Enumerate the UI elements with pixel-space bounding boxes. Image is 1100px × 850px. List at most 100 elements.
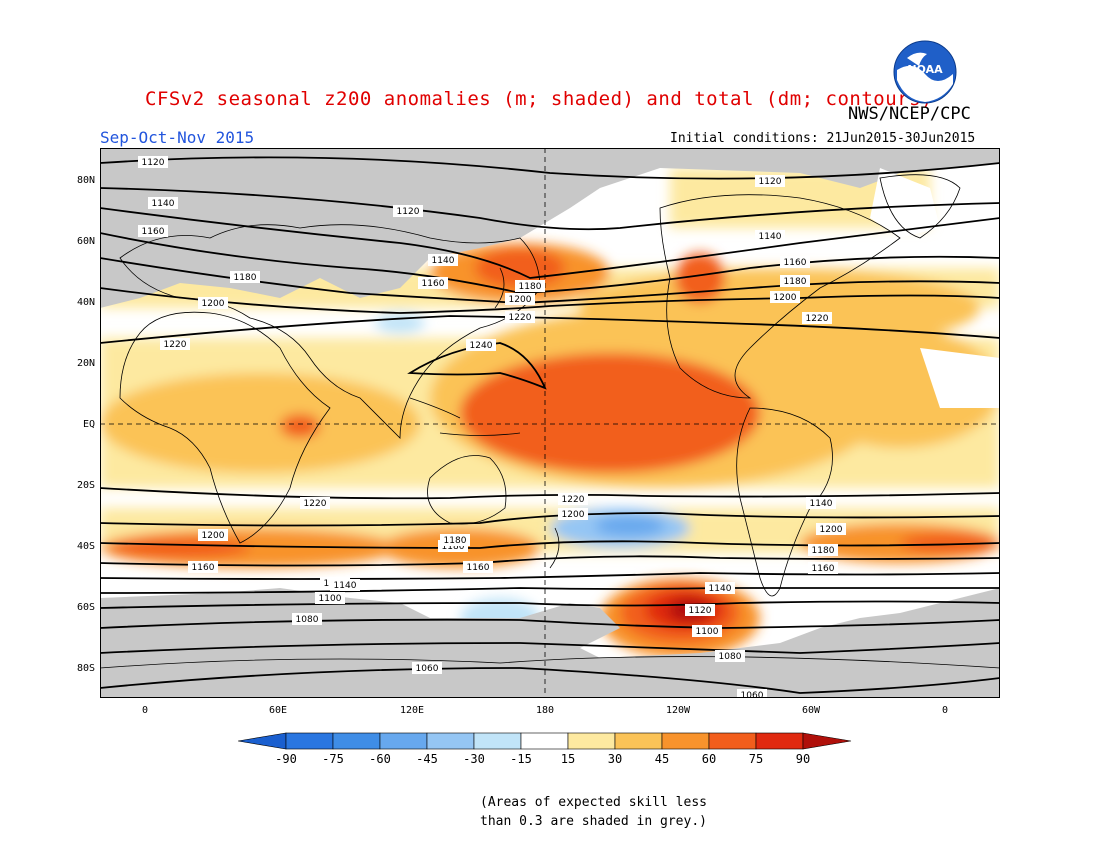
contour-label: 1120 — [393, 205, 423, 217]
svg-text:1160: 1160 — [784, 258, 807, 268]
contour-label: 1220 — [300, 497, 330, 509]
map-frame — [100, 148, 1000, 698]
colorbar-segment — [708, 732, 757, 750]
noaa-logo: NOAA — [893, 40, 957, 104]
svg-text:1160: 1160 — [467, 563, 490, 573]
contour-label: 1140 — [705, 582, 735, 594]
lon-label: 60E — [268, 705, 288, 716]
colorbar-segment — [332, 732, 381, 750]
colorbar-tick-label: 45 — [654, 752, 670, 766]
contour-label: 1120 — [755, 175, 785, 187]
contour-label: 1140 — [330, 579, 360, 591]
colorbar — [238, 732, 852, 750]
colorbar-tick-label: 30 — [607, 752, 623, 766]
lat-label: 80S — [76, 663, 95, 674]
svg-text:1200: 1200 — [509, 295, 532, 305]
colorbar-segment — [379, 732, 428, 750]
colorbar-tick-label: -75 — [322, 752, 344, 766]
contour-label: 1100 — [692, 625, 722, 637]
low-skill-mask — [100, 148, 1000, 698]
contour-label: 1080 — [715, 650, 745, 662]
contour-label: 1180 — [230, 271, 260, 283]
season-label: Sep-Oct-Nov 2015 — [100, 128, 255, 147]
svg-text:1120: 1120 — [397, 207, 420, 217]
svg-text:1140: 1140 — [810, 499, 833, 509]
lat-label: 60N — [76, 236, 95, 247]
contour-label: 1140 — [428, 254, 458, 266]
svg-text:1140: 1140 — [334, 581, 357, 591]
svg-text:1100: 1100 — [696, 627, 719, 637]
contours — [100, 156, 1000, 694]
svg-text:1200: 1200 — [562, 510, 585, 520]
contour-label: 1160 — [808, 562, 838, 574]
contour-label: 1200 — [505, 293, 535, 305]
colorbar-segment — [473, 732, 522, 750]
lon-label: 0 — [941, 705, 949, 716]
contour-label: 1180 — [780, 275, 810, 287]
svg-text:1240: 1240 — [470, 341, 493, 351]
svg-text:1140: 1140 — [709, 584, 732, 594]
svg-text:1220: 1220 — [806, 314, 829, 324]
contour-label: 1120 — [138, 156, 168, 168]
contour-label: 1140 — [806, 497, 836, 509]
contour-label: 1220 — [802, 312, 832, 324]
lon-label: 0 — [141, 705, 149, 716]
svg-text:1180: 1180 — [234, 273, 257, 283]
coastlines — [100, 174, 1000, 669]
svg-text:1120: 1120 — [142, 158, 165, 168]
contour-label: 1240 — [466, 339, 496, 351]
contour-label: 1120 — [685, 604, 715, 616]
colorbar-tick-label: 90 — [795, 752, 811, 766]
svg-text:1220: 1220 — [562, 495, 585, 505]
skill-note-line: than 0.3 are shaded in grey.) — [480, 814, 707, 829]
svg-text:1220: 1220 — [164, 340, 187, 350]
svg-text:1200: 1200 — [774, 293, 797, 303]
svg-text:1160: 1160 — [192, 563, 215, 573]
lon-label: 120E — [399, 705, 425, 716]
contour-label: 1100 — [315, 592, 345, 604]
svg-text:1160: 1160 — [812, 564, 835, 574]
svg-text:1140: 1140 — [432, 256, 455, 266]
colorbar-segment — [567, 732, 616, 750]
colorbar-segment — [614, 732, 663, 750]
svg-text:1080: 1080 — [296, 615, 319, 625]
contour-label: 1200 — [816, 523, 846, 535]
colorbar-tick-label: -15 — [510, 752, 532, 766]
lat-label: EQ — [82, 419, 95, 430]
svg-text:1200: 1200 — [202, 531, 225, 541]
lat-label: 20N — [76, 358, 95, 369]
map-title: CFSv2 seasonal z200 anomalies (m; shaded… — [145, 88, 933, 110]
contour-label: 1160 — [463, 561, 493, 573]
svg-text:1180: 1180 — [812, 546, 835, 556]
lon-label: 120W — [665, 705, 691, 716]
svg-text:1160: 1160 — [422, 279, 445, 289]
svg-text:1180: 1180 — [519, 282, 542, 292]
colorbar-segment — [802, 732, 852, 750]
lat-label: 40S — [76, 541, 95, 552]
lat-label: 40N — [76, 297, 95, 308]
svg-text:1220: 1220 — [304, 499, 327, 509]
contour-label: 1080 — [292, 613, 322, 625]
contour-label: 1160 — [418, 277, 448, 289]
contour-label: 1060 — [737, 689, 767, 698]
svg-text:1120: 1120 — [689, 606, 712, 616]
lon-label: 180 — [535, 705, 555, 716]
skill-note-line: (Areas of expected skill less — [480, 795, 707, 810]
svg-text:1220: 1220 — [509, 313, 532, 323]
lat-label: 80N — [76, 175, 95, 186]
colorbar-tick-label: -30 — [463, 752, 485, 766]
contour-label: 1200 — [198, 529, 228, 541]
contour-label: 1200 — [558, 508, 588, 520]
lat-label: 20S — [76, 480, 95, 491]
lat-label: 60S — [76, 602, 95, 613]
svg-text:1180: 1180 — [444, 536, 467, 546]
svg-text:1180: 1180 — [784, 277, 807, 287]
contour-label: 1180 — [808, 544, 838, 556]
initial-conditions-label: Initial conditions: 21Jun2015-30Jun2015 — [670, 131, 976, 146]
svg-text:1060: 1060 — [741, 691, 764, 698]
colorbar-tick-label: 75 — [748, 752, 764, 766]
contour-label: 1200 — [770, 291, 800, 303]
contour-label: 1160 — [780, 256, 810, 268]
contour-label: 1140 — [148, 197, 178, 209]
contour-label: 1160 — [188, 561, 218, 573]
